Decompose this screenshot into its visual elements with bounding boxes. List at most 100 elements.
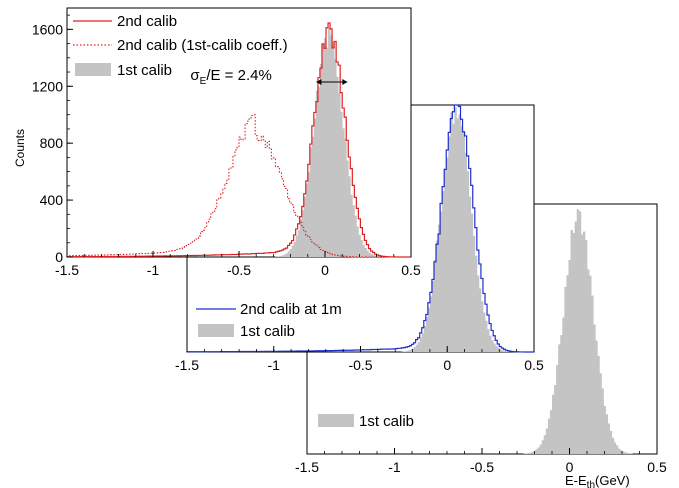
bar-back-128	[570, 230, 573, 454]
x-axis-label: E-Eth(GeV)	[565, 473, 630, 488]
bar-front-123	[315, 90, 319, 257]
bar-back-113	[539, 444, 543, 454]
legend-label-middle-1st-calib: 1st calib	[240, 323, 295, 340]
bar-front-138	[346, 160, 349, 257]
bar-front-127	[323, 38, 327, 258]
legend-swatch-front-1st-calib	[75, 63, 111, 76]
bar-back-154	[624, 452, 627, 454]
x-tick-label-front-0: -1.5	[55, 262, 79, 278]
bar-back-108	[529, 452, 532, 454]
bar-front-152	[374, 255, 377, 257]
bar-middle-139	[470, 213, 474, 352]
x-tick-label-front-1: -1	[147, 262, 160, 278]
panel-middle-axis: -1.5 -1 -0.5 0 0.5	[175, 346, 544, 373]
bar-middle-155	[503, 350, 506, 352]
bar-front-148	[366, 250, 369, 257]
bar-middle-124	[440, 211, 443, 352]
bar-front-139	[348, 176, 351, 257]
bar-back-126	[566, 275, 569, 454]
bar-middle-111	[413, 347, 417, 352]
series-line-front-0	[66, 22, 411, 258]
bar-middle-147	[487, 328, 490, 352]
bar-middle-148	[489, 335, 492, 352]
bar-back-119	[552, 394, 555, 454]
bar-middle-132	[456, 118, 459, 352]
bar-middle-154	[501, 350, 504, 352]
bar-back-123	[560, 335, 563, 454]
bar-back-144	[603, 406, 606, 454]
y-tick-label-3: 1200	[32, 78, 63, 94]
panel-front: -1.5 -1 -0.5 0 0.5 0 400 800 1200 1600 Counts 2n…	[13, 7, 421, 278]
bar-back-135	[584, 239, 588, 454]
bar-middle-156	[505, 351, 508, 352]
y-tick-label-4: 1600	[32, 21, 63, 37]
bar-front-137	[344, 138, 347, 257]
y-axis-label: Counts	[13, 129, 27, 167]
legend-swatch-back-1st-calib	[318, 414, 354, 427]
bar-back-141	[597, 355, 600, 454]
bar-front-146	[362, 244, 365, 257]
bar-back-156	[628, 453, 631, 454]
bar-front-119	[307, 172, 311, 257]
bar-back-129	[572, 232, 576, 454]
x-tick-label-middle-3: 0	[443, 357, 451, 373]
bar-middle-146	[485, 320, 488, 352]
bar-front-129	[328, 27, 331, 258]
bar-middle-114	[419, 337, 423, 352]
x-tick-label-middle-1: -1	[268, 357, 281, 373]
bar-front-105	[279, 255, 282, 257]
bar-front-116	[301, 210, 305, 257]
x-tick-label-back-3: 0	[566, 459, 574, 475]
bar-front-150	[370, 254, 373, 257]
bar-front-114	[297, 230, 301, 257]
legend-label-front-2nd-calib-dotted: 2nd calib (1st-calib coeff.)	[117, 37, 288, 54]
bar-back-118	[549, 410, 553, 454]
bar-back-124	[562, 317, 565, 454]
bar-middle-125	[442, 191, 445, 352]
bar-front-153	[376, 256, 380, 257]
bar-back-133	[580, 234, 584, 454]
bar-back-114	[541, 440, 545, 454]
bar-middle-127	[446, 157, 449, 352]
x-tick-label-middle-4: 0.5	[524, 357, 544, 373]
bar-front-118	[305, 183, 309, 257]
bar-middle-113	[417, 342, 421, 352]
legend-label-front-1st-calib: 1st calib	[117, 62, 172, 79]
bar-middle-136	[464, 152, 468, 352]
bar-back-142	[599, 373, 602, 454]
bar-front-126	[321, 43, 325, 257]
bar-back-122	[558, 344, 561, 454]
bar-middle-108	[407, 350, 410, 352]
fwhm-arrow-head-right	[342, 78, 348, 85]
panel-front-plot	[66, 22, 411, 258]
bar-back-148	[611, 437, 615, 454]
bar-back-120	[554, 384, 557, 454]
bar-middle-122	[436, 240, 439, 352]
bar-front-113	[295, 235, 299, 257]
bar-front-141	[352, 205, 355, 257]
bar-middle-134	[460, 126, 463, 352]
x-tick-label-back-4: 0.5	[647, 459, 667, 475]
x-tick-label-middle-0: -1.5	[175, 357, 199, 373]
bar-middle-123	[438, 224, 441, 352]
bar-middle-115	[421, 333, 425, 352]
bar-middle-141	[474, 255, 478, 352]
bar-front-128	[326, 47, 329, 257]
bar-middle-151	[495, 345, 498, 352]
bar-front-135	[340, 111, 343, 257]
bar-back-143	[601, 388, 604, 454]
bar-middle-109	[409, 349, 412, 352]
bar-middle-140	[472, 235, 476, 352]
bar-middle-107	[405, 351, 408, 352]
panel-back-plot	[523, 209, 633, 454]
bar-front-132	[334, 59, 337, 258]
bar-back-130	[574, 221, 578, 454]
bar-back-112	[537, 447, 541, 454]
panel-back-axis: -1.5 -1 -0.5 0 0.5	[295, 448, 667, 475]
bar-middle-144	[480, 301, 484, 352]
x-tick-label-middle-2: -0.5	[348, 357, 372, 373]
bar-back-115	[543, 435, 547, 454]
bar-back-150	[615, 445, 619, 454]
fwhm-arrow-head-left	[316, 78, 322, 85]
bar-middle-138	[468, 196, 472, 352]
